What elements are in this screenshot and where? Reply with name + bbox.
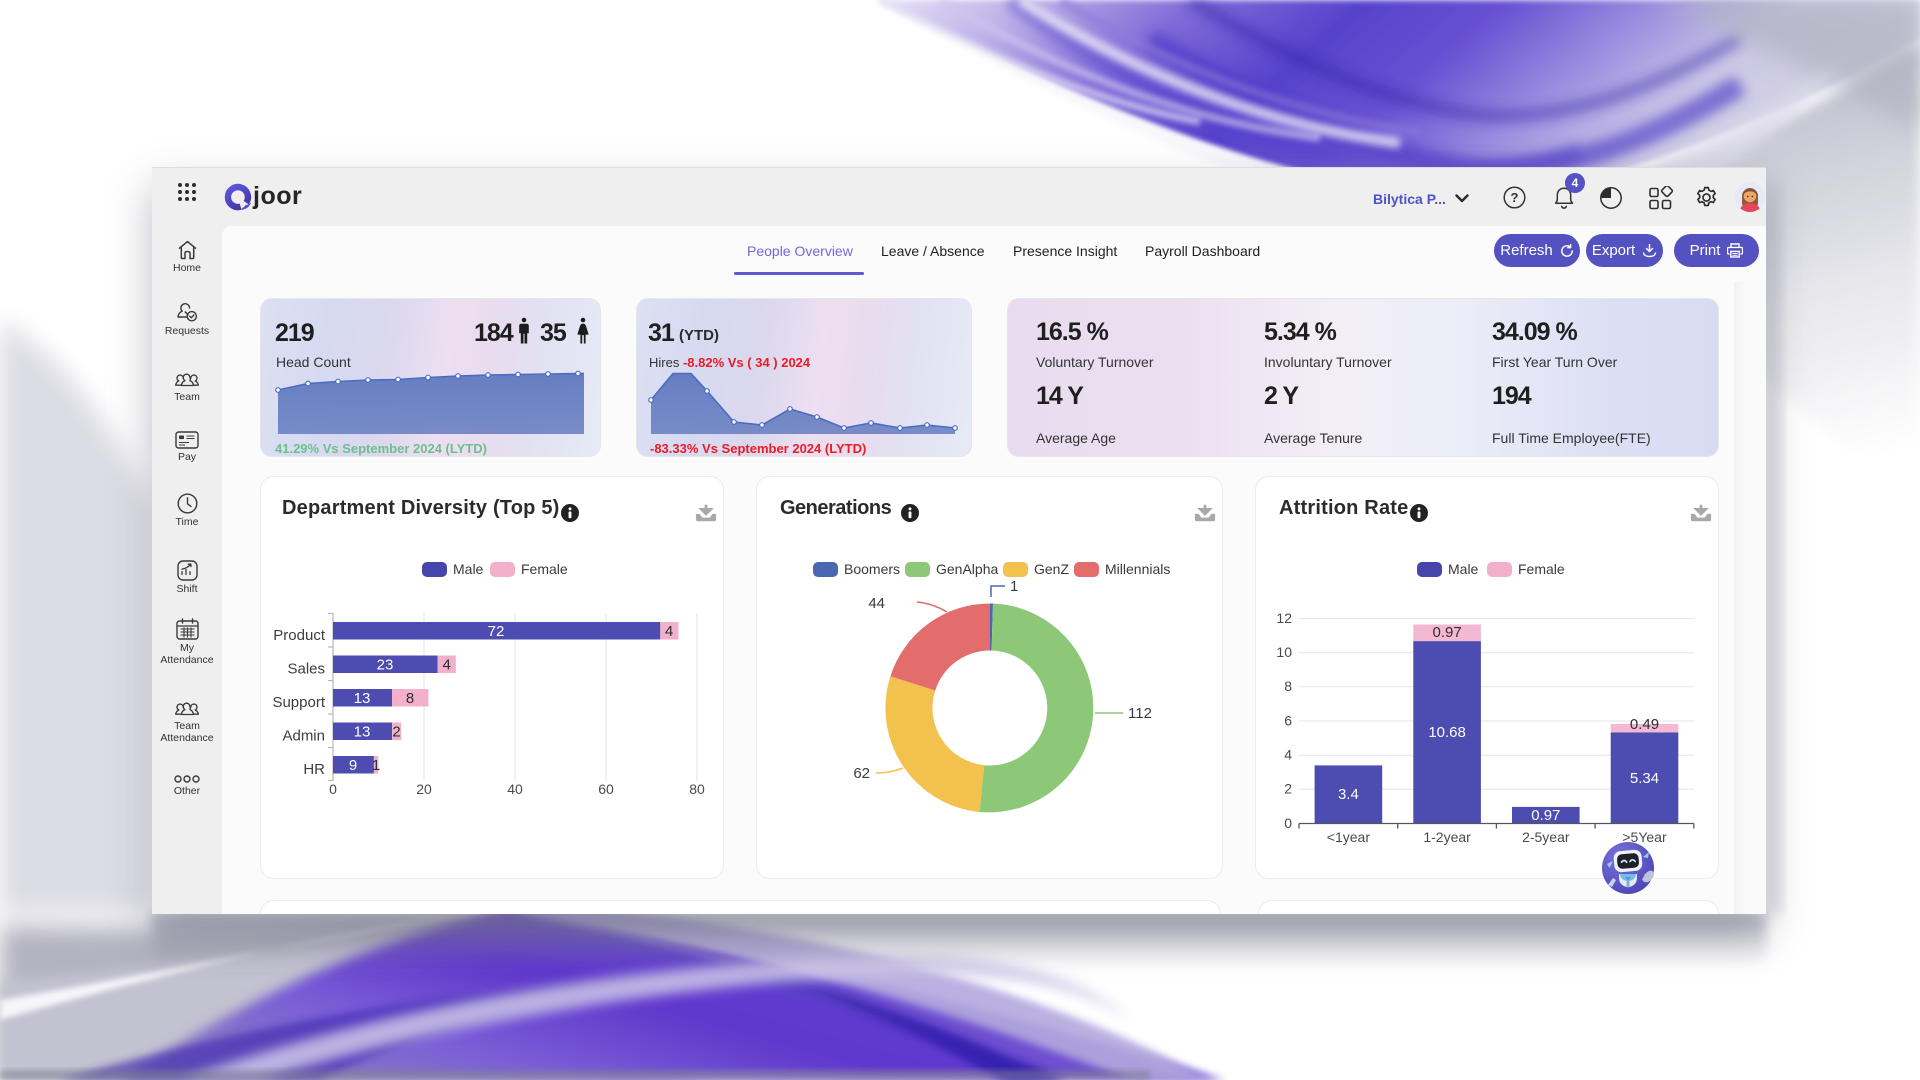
svg-text:13: 13: [354, 690, 371, 707]
svg-text:6: 6: [1284, 713, 1292, 729]
svg-text:8: 8: [406, 690, 414, 707]
svg-text:5.34: 5.34: [1630, 770, 1659, 787]
svg-text:2-5year: 2-5year: [1522, 829, 1570, 845]
svg-text:0.97: 0.97: [1432, 624, 1461, 641]
svg-text:2: 2: [1284, 781, 1292, 797]
svg-text:Product: Product: [273, 627, 326, 644]
svg-text:10: 10: [1276, 644, 1292, 660]
svg-text:80: 80: [689, 781, 705, 797]
svg-text:60: 60: [598, 781, 614, 797]
svg-text:2: 2: [392, 724, 400, 741]
svg-text:<1year: <1year: [1327, 829, 1371, 845]
svg-text:Sales: Sales: [287, 661, 325, 678]
svg-text:9: 9: [349, 757, 357, 774]
svg-text:0: 0: [1284, 815, 1292, 831]
svg-text:1: 1: [372, 757, 380, 774]
svg-text:20: 20: [416, 781, 432, 797]
svg-text:13: 13: [354, 724, 371, 741]
svg-text:112: 112: [1128, 705, 1152, 722]
svg-text:1: 1: [1010, 578, 1018, 595]
svg-text:3.4: 3.4: [1338, 786, 1359, 803]
svg-text:1-2year: 1-2year: [1423, 829, 1471, 845]
svg-text:4: 4: [665, 623, 673, 640]
svg-text:4: 4: [1284, 747, 1292, 763]
svg-text:Support: Support: [272, 694, 325, 711]
svg-text:Admin: Admin: [282, 728, 325, 745]
svg-text:0.97: 0.97: [1531, 807, 1560, 824]
svg-text:8: 8: [1284, 678, 1292, 694]
svg-text:44: 44: [868, 595, 885, 612]
svg-text:62: 62: [853, 765, 870, 782]
svg-text:>5Year: >5Year: [1622, 829, 1667, 845]
svg-text:12: 12: [1276, 610, 1292, 626]
svg-text:?: ?: [1511, 190, 1519, 205]
svg-text:0.49: 0.49: [1630, 716, 1659, 733]
svg-text:40: 40: [507, 781, 523, 797]
svg-text:0: 0: [329, 781, 337, 797]
svg-text:10.68: 10.68: [1428, 724, 1466, 741]
svg-text:23: 23: [377, 657, 394, 674]
svg-text:72: 72: [488, 623, 505, 640]
svg-text:HR: HR: [303, 761, 325, 778]
svg-text:4: 4: [443, 657, 451, 674]
